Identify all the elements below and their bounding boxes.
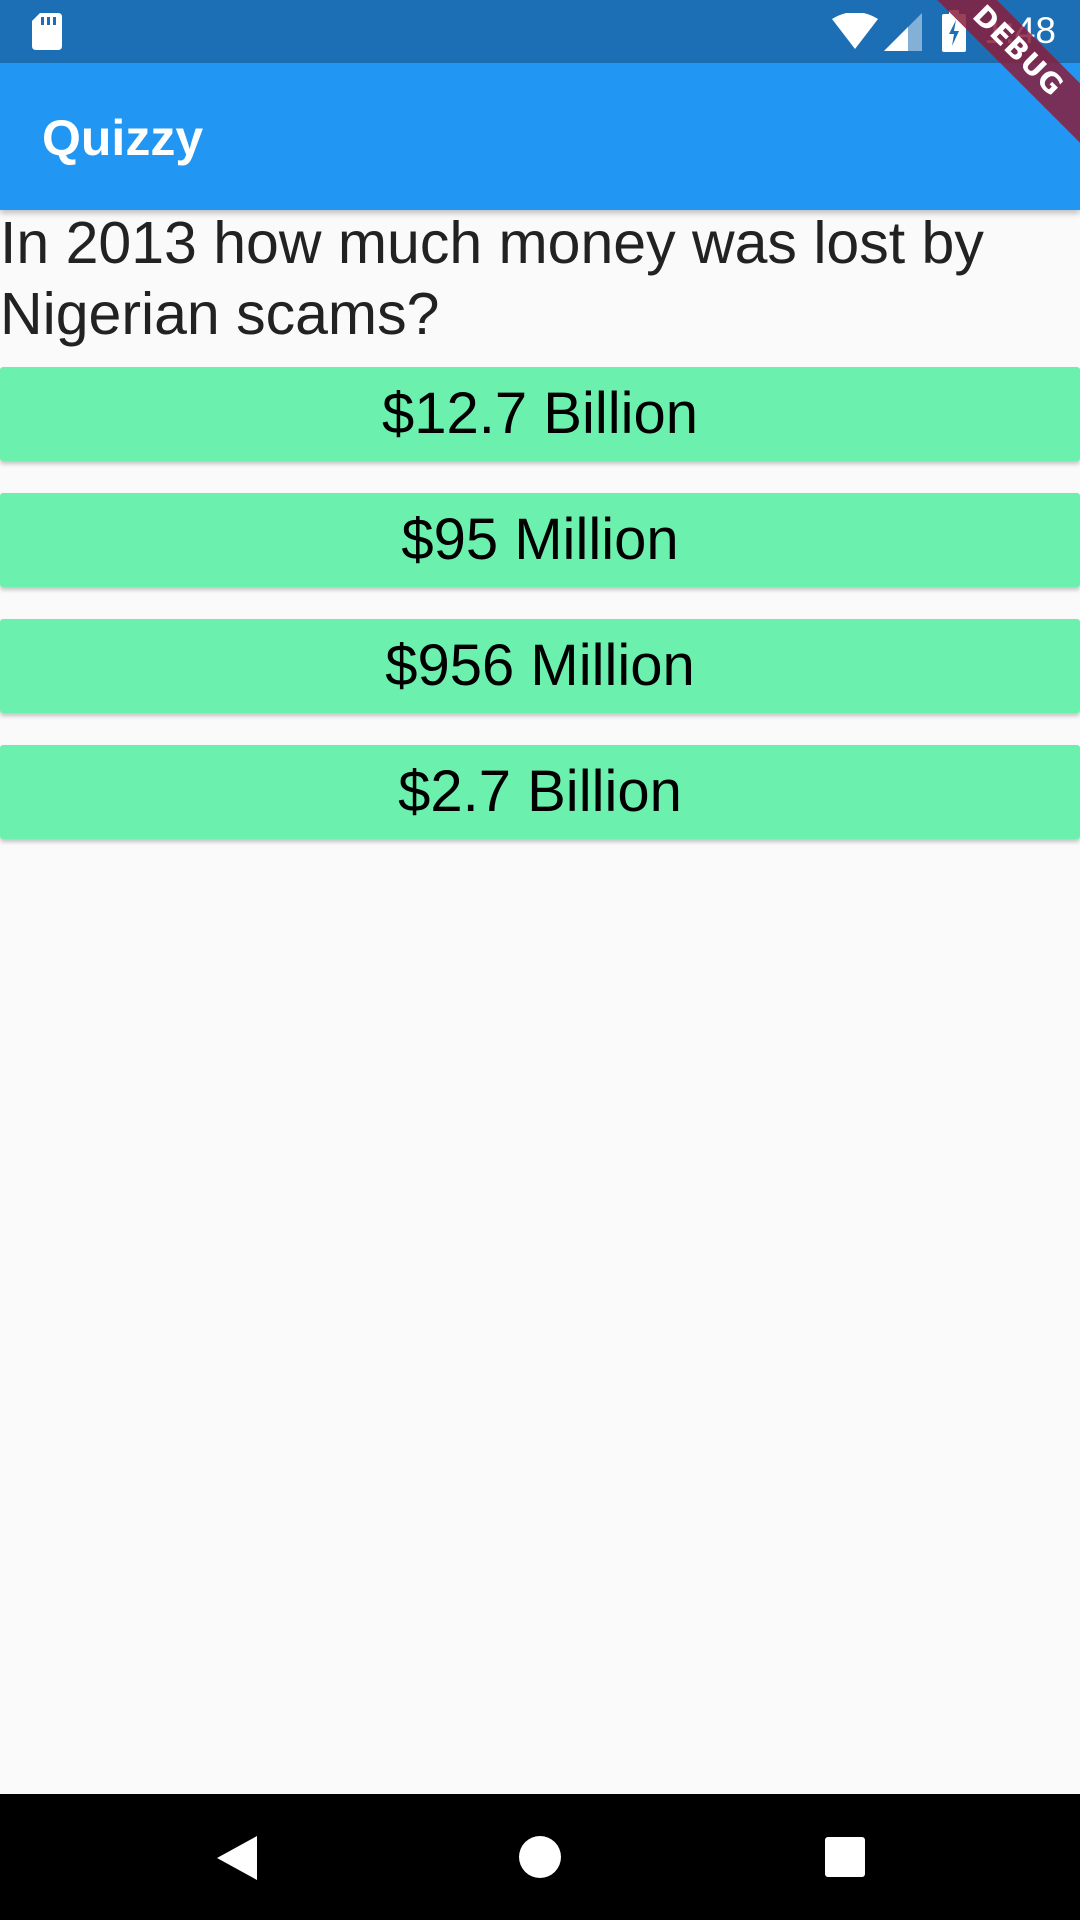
answer-list: $12.7 Billion $95 Million $956 Million $…: [0, 367, 1080, 871]
cell-signal-icon: [884, 13, 922, 51]
sd-card-icon: [32, 13, 62, 50]
status-time: 1:48: [984, 10, 1057, 51]
recents-icon[interactable]: [825, 1837, 865, 1877]
question-text: In 2013 how much money was lost by Niger…: [0, 210, 984, 347]
app-title: Quizzy: [42, 110, 204, 166]
app-bar: Quizzy: [0, 63, 1080, 210]
home-icon[interactable]: [519, 1836, 561, 1878]
back-icon[interactable]: [217, 1836, 257, 1880]
status-bar: 1:48: [0, 0, 1080, 63]
battery-charging-icon: [942, 10, 966, 52]
answer-button-4[interactable]: $2.7 Billion: [0, 745, 1080, 839]
answer-button-1[interactable]: $12.7 Billion: [0, 367, 1080, 461]
answer-button-2[interactable]: $95 Million: [0, 493, 1080, 587]
navigation-bar: [0, 1794, 1080, 1920]
wifi-icon: [832, 13, 878, 49]
answer-button-3[interactable]: $956 Million: [0, 619, 1080, 713]
